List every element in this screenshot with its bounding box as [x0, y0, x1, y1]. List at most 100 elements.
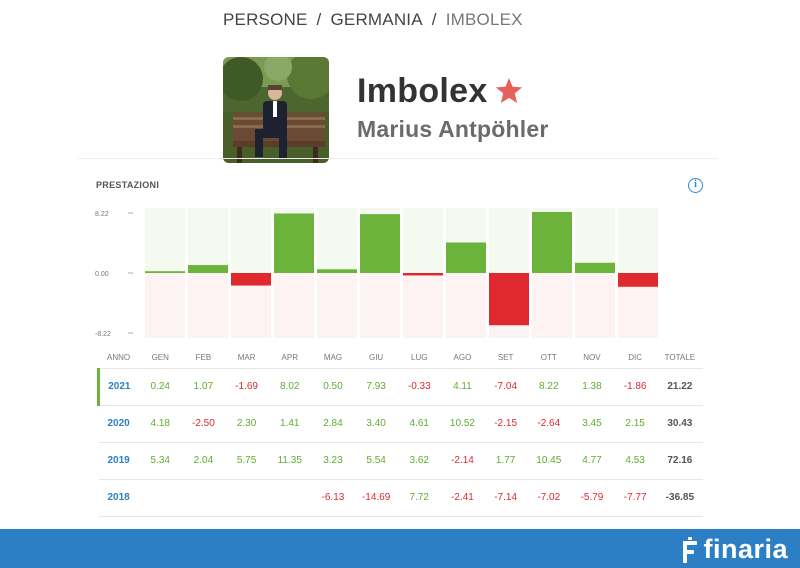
month-value-cell: -2.50 — [181, 405, 225, 443]
finaria-logo-icon — [683, 536, 698, 563]
bar-mar — [231, 273, 271, 286]
bar-apr — [274, 213, 314, 273]
month-value-cell: 0.50 — [311, 367, 355, 406]
month-value-cell: -7.77 — [613, 479, 657, 517]
month-value-cell: 1.41 — [268, 405, 312, 443]
bar-background-positive — [317, 208, 357, 273]
bar-background-negative — [403, 273, 443, 338]
bar-set — [489, 273, 529, 326]
month-value-cell: 2.84 — [311, 405, 355, 443]
footer-bar: finaria — [0, 529, 800, 568]
month-value-cell: 11.35 — [268, 442, 312, 480]
bar-background-positive — [231, 208, 271, 273]
month-value-cell: -1.69 — [225, 367, 269, 406]
column-header: MAR — [237, 353, 256, 363]
month-value-cell: 3.23 — [311, 442, 355, 480]
month-value-cell: 4.61 — [397, 405, 441, 443]
bar-background-positive — [575, 208, 615, 273]
month-value-cell: 4.11 — [440, 367, 485, 406]
year-cell[interactable]: 2020 — [98, 405, 139, 443]
month-value-cell: -2.14 — [440, 442, 485, 480]
bar-background-positive — [403, 208, 443, 273]
column-header: OTT — [540, 353, 557, 363]
column-header: FEB — [195, 353, 212, 363]
month-value-cell: 2.04 — [181, 442, 225, 480]
month-value-cell: 10.45 — [527, 442, 571, 480]
year-cell[interactable]: 2018 — [98, 479, 139, 517]
table-row[interactable]: 2019 5.34 2.04 5.75 11.35 3.23 5.54 3.62 -2.14 1.… — [98, 442, 703, 480]
year-cell[interactable]: 2021 — [96, 367, 139, 406]
month-value-cell: -7.02 — [527, 479, 571, 517]
column-header: TOTALE — [664, 353, 696, 363]
column-header: NOV — [583, 353, 601, 363]
month-value-cell — [181, 479, 225, 517]
bar-background-negative — [575, 273, 615, 338]
month-value-cell: 8.22 — [527, 367, 571, 406]
total-cell: -36.85 — [656, 479, 703, 517]
month-value-cell — [225, 479, 269, 517]
month-value-cell: 1.77 — [484, 442, 528, 480]
month-value-cell: -0.33 — [397, 367, 441, 406]
bar-background-positive — [489, 208, 529, 273]
finaria-logo[interactable]: finaria — [683, 534, 788, 565]
month-value-cell — [268, 479, 312, 517]
column-header: GIU — [368, 353, 384, 363]
bar-background-negative — [317, 273, 357, 338]
month-value-cell: 1.07 — [181, 367, 225, 406]
table-row[interactable]: 2020 4.18 -2.50 2.30 1.41 2.84 3.40 4.61 10.52 -2… — [98, 405, 703, 443]
month-value-cell: 2.30 — [225, 405, 269, 443]
bar-background-positive — [145, 208, 185, 273]
month-value-cell — [138, 479, 182, 517]
bar-background-negative — [274, 273, 314, 338]
month-value-cell: 4.53 — [613, 442, 657, 480]
month-value-cell: 3.40 — [354, 405, 398, 443]
month-value-cell: 3.45 — [570, 405, 614, 443]
avatar — [223, 57, 329, 163]
month-value-cell: 4.18 — [138, 405, 182, 443]
bar-gen — [145, 271, 185, 273]
month-value-cell: 10.52 — [440, 405, 485, 443]
column-header: GEN — [151, 353, 169, 363]
month-value-cell: 4.77 — [570, 442, 614, 480]
y-tick-label: 0.00 — [95, 271, 109, 278]
info-icon[interactable]: i — [688, 178, 703, 193]
profile-full-name: Marius Antpöhler — [357, 116, 549, 142]
performance-table: ANNO GEN FEB MAR APR MAG GIU LUG AGO SET OTT NOV DIC… — [96, 348, 703, 517]
bar-ott — [532, 212, 572, 273]
month-value-cell: -5.79 — [570, 479, 614, 517]
month-value-cell: 8.02 — [268, 367, 312, 406]
y-tick-label: 8.22 — [95, 211, 109, 218]
bar-lug — [403, 273, 443, 276]
bar-background-negative — [446, 273, 486, 338]
bar-background-negative — [360, 273, 400, 338]
breadcrumb-separator: / — [316, 10, 322, 29]
bar-dic — [618, 273, 658, 287]
bar-giu — [360, 214, 400, 273]
breadcrumb-separator: / — [431, 10, 437, 29]
month-value-cell: 3.62 — [397, 442, 441, 480]
breadcrumb-persone[interactable]: PERSONE — [223, 10, 308, 29]
column-header: APR — [281, 353, 298, 363]
month-value-cell: 5.34 — [138, 442, 182, 480]
table-row[interactable]: 2018 -6.13 -14.69 7.72 -2.41 -7.14 -7.02 -5.79-… — [98, 479, 703, 517]
column-header: SET — [497, 353, 514, 363]
divider — [77, 158, 718, 159]
month-value-cell: -7.04 — [484, 367, 528, 406]
year-cell[interactable]: 2019 — [98, 442, 139, 480]
month-value-cell: 1.38 — [570, 367, 614, 406]
month-value-cell: -1.86 — [613, 367, 657, 406]
month-value-cell: -2.15 — [484, 405, 528, 443]
column-header: ANNO — [107, 353, 131, 363]
month-value-cell: 0.24 — [138, 367, 182, 406]
bar-ago — [446, 242, 486, 273]
breadcrumb-germania[interactable]: GERMANIA — [330, 10, 423, 29]
breadcrumb: PERSONE / GERMANIA / IMBOLEX — [223, 10, 523, 30]
month-value-cell: 2.15 — [613, 405, 657, 443]
month-value-cell: -7.14 — [484, 479, 528, 517]
breadcrumb-current: IMBOLEX — [445, 10, 523, 29]
finaria-logo-text: finaria — [703, 534, 788, 564]
month-value-cell: -14.69 — [354, 479, 398, 517]
table-row[interactable]: 2021 0.24 1.07 -1.69 8.02 0.50 7.93 -0.33 4.11 -7… — [96, 367, 703, 406]
favorite-star-icon[interactable] — [494, 77, 524, 110]
total-cell: 30.43 — [656, 405, 703, 443]
